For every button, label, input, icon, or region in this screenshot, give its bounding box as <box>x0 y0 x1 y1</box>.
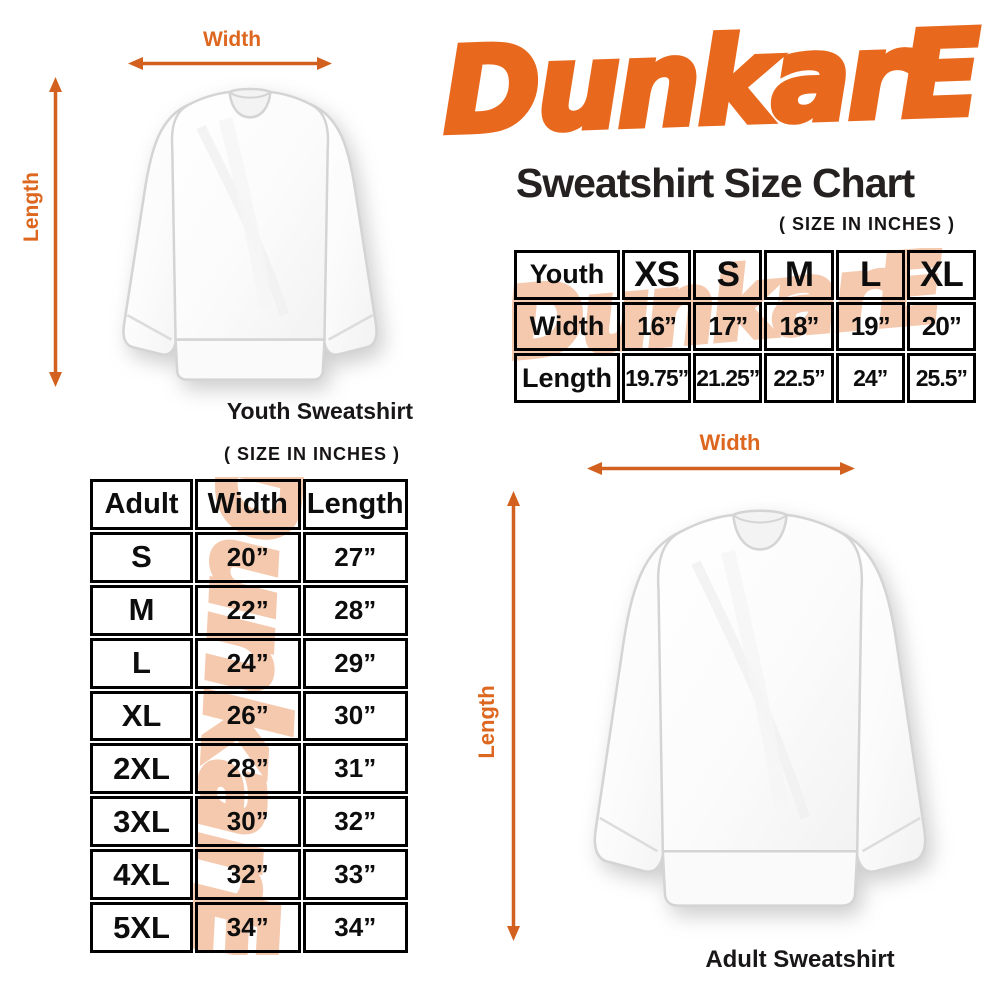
table-cell: 28” <box>195 743 301 795</box>
youth-width-label: Width <box>202 28 262 51</box>
adult-width-arrow-icon <box>587 462 855 475</box>
units-note-adult: ( SIZE IN INCHES ) <box>223 444 400 464</box>
units-note-youth: ( SIZE IN INCHES ) <box>778 214 955 234</box>
table-cell: 19.75” <box>622 353 692 403</box>
table-cell: M <box>90 584 193 636</box>
table-cell: S <box>90 531 193 583</box>
youth-length-label: Length <box>20 172 43 242</box>
adult-size-table: Adult Width Length S 20” 27” M 22” 28” L 24” 29” XL 2… <box>88 477 410 955</box>
adult-width-label: Width <box>699 430 761 455</box>
table-cell: Width <box>514 301 620 352</box>
table-row: Length 19.75” 21.25” 22.5” 24” 25.5” <box>514 353 976 403</box>
table-cell: L <box>90 637 193 689</box>
table-row: 5XL 34” 34” <box>90 902 408 953</box>
adult-sweatshirt-image <box>525 485 995 940</box>
table-row: XL 26” 30” <box>90 690 408 742</box>
table-cell: Adult <box>90 479 193 530</box>
table-cell: 30” <box>302 690 408 742</box>
brand-logo: DunkarE <box>437 1 982 164</box>
table-row: M 22” 28” <box>90 584 408 636</box>
table-cell: 33” <box>302 849 408 900</box>
table-cell: 31” <box>302 743 408 795</box>
table-cell: XS <box>622 250 692 300</box>
youth-sweatshirt-image <box>70 70 430 405</box>
adult-figure-caption: Adult Sweatshirt <box>705 946 895 973</box>
youth-length-arrow-icon <box>49 77 62 387</box>
table-cell: 26” <box>195 690 301 742</box>
table-cell: 21.25” <box>693 353 763 403</box>
table-cell: 2XL <box>90 743 193 795</box>
table-header-row: Youth XS S M L XL <box>514 250 976 300</box>
table-cell: 22” <box>195 584 301 636</box>
table-cell: 22.5” <box>764 353 834 403</box>
table-cell: 20” <box>906 301 976 352</box>
table-row: Width 16” 17” 18” 19” 20” <box>514 301 976 352</box>
table-cell: 17” <box>693 301 763 352</box>
table-cell: Width <box>195 479 301 530</box>
table-cell: 24” <box>195 637 301 689</box>
youth-size-table: Youth XS S M L XL Width 16” 17” 18” 19” 20” Length 19… <box>512 248 978 405</box>
table-cell: L <box>835 250 905 300</box>
table-cell: 3XL <box>90 796 193 848</box>
table-cell: 20” <box>195 531 301 583</box>
table-cell: 24” <box>835 353 905 403</box>
table-cell: Youth <box>514 250 620 300</box>
table-cell: 19” <box>835 301 905 352</box>
table-row: 4XL 32” 33” <box>90 849 408 900</box>
table-cell: 30” <box>195 796 301 848</box>
table-cell: 16” <box>622 301 692 352</box>
table-cell: Length <box>514 353 620 403</box>
table-header-row: Adult Width Length <box>90 479 408 530</box>
table-cell: 32” <box>302 796 408 848</box>
table-cell: XL <box>906 250 976 300</box>
table-cell: Length <box>302 479 408 530</box>
table-cell: 34” <box>302 902 408 953</box>
adult-length-label: Length <box>474 685 499 759</box>
youth-width-arrow-icon <box>128 57 332 70</box>
table-row: 2XL 28” 31” <box>90 743 408 795</box>
table-cell: S <box>693 250 763 300</box>
adult-length-arrow-icon <box>507 491 520 941</box>
table-cell: 34” <box>195 902 301 953</box>
table-cell: M <box>764 250 834 300</box>
table-cell: 32” <box>195 849 301 900</box>
page-title: Sweatshirt Size Chart <box>515 160 915 206</box>
table-cell: 28” <box>302 584 408 636</box>
table-cell: 25.5” <box>906 353 976 403</box>
table-cell: XL <box>90 690 193 742</box>
youth-figure-caption: Youth Sweatshirt <box>226 398 414 424</box>
table-row: L 24” 29” <box>90 637 408 689</box>
table-row: 3XL 30” 32” <box>90 796 408 848</box>
table-cell: 4XL <box>90 849 193 900</box>
table-cell: 5XL <box>90 902 193 953</box>
table-cell: 18” <box>764 301 834 352</box>
table-cell: 29” <box>302 637 408 689</box>
table-row: S 20” 27” <box>90 531 408 583</box>
table-cell: 27” <box>302 531 408 583</box>
